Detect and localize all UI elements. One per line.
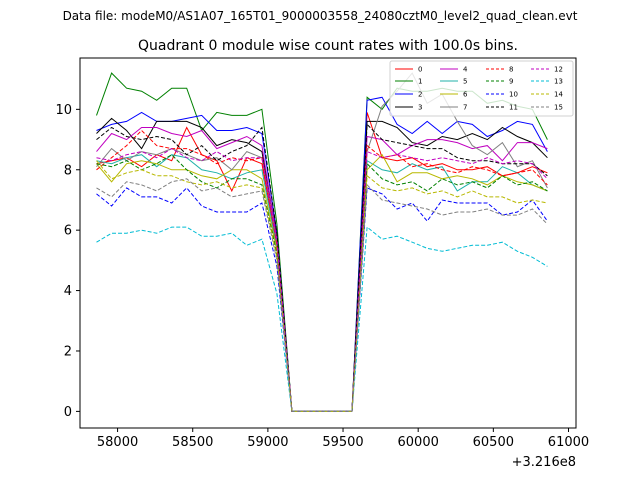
x-tick-label: 60000 [398,435,439,450]
legend-label-8: 8 [509,66,513,74]
x-tick-label: 58000 [97,435,138,450]
legend-label-7: 7 [463,104,467,112]
legend-label-14: 14 [554,91,563,99]
chart-title: Quadrant 0 module wise count rates with … [138,38,518,54]
plot-lines [96,72,548,412]
legend-label-3: 3 [418,104,422,112]
y-axis: 0 2 4 6 8 10 [55,103,80,420]
x-tick-label: 61000 [548,435,589,450]
x-tick-label: 60500 [473,435,514,450]
x-tick-label: 59000 [247,435,288,450]
legend-label-2: 2 [418,91,422,99]
legend-label-4: 4 [463,66,468,74]
y-tick-label: 0 [64,405,72,420]
legend-label-1: 1 [418,78,422,86]
legend-label-6: 6 [463,91,468,99]
figure-suptitle: Data file: modeM0/AS1A07_165T01_90000035… [63,9,578,23]
x-tick-label: 59500 [322,435,363,450]
legend-label-12: 12 [554,66,563,74]
y-tick-label: 10 [55,103,72,118]
x-axis-offset-label: +3.216e8 [512,455,576,470]
y-tick-label: 6 [64,224,72,239]
legend-frame [389,60,574,117]
x-tick-label: 58500 [172,435,213,450]
series-line-15 [96,178,548,412]
series-line-13 [96,226,548,412]
legend-label-0: 0 [418,66,422,74]
y-tick-label: 8 [64,163,72,178]
y-tick-label: 4 [64,284,72,299]
legend-label-5: 5 [463,78,467,86]
legend-label-9: 9 [509,78,513,86]
x-axis: 58000 58500 59000 59500 60000 60500 61000 [97,428,589,450]
legend-label-11: 11 [509,104,518,112]
legend-label-10: 10 [509,91,518,99]
y-tick-label: 2 [64,344,72,359]
legend-label-15: 15 [554,104,563,112]
legend-label-13: 13 [554,78,563,86]
plot-area-frame [79,57,577,429]
